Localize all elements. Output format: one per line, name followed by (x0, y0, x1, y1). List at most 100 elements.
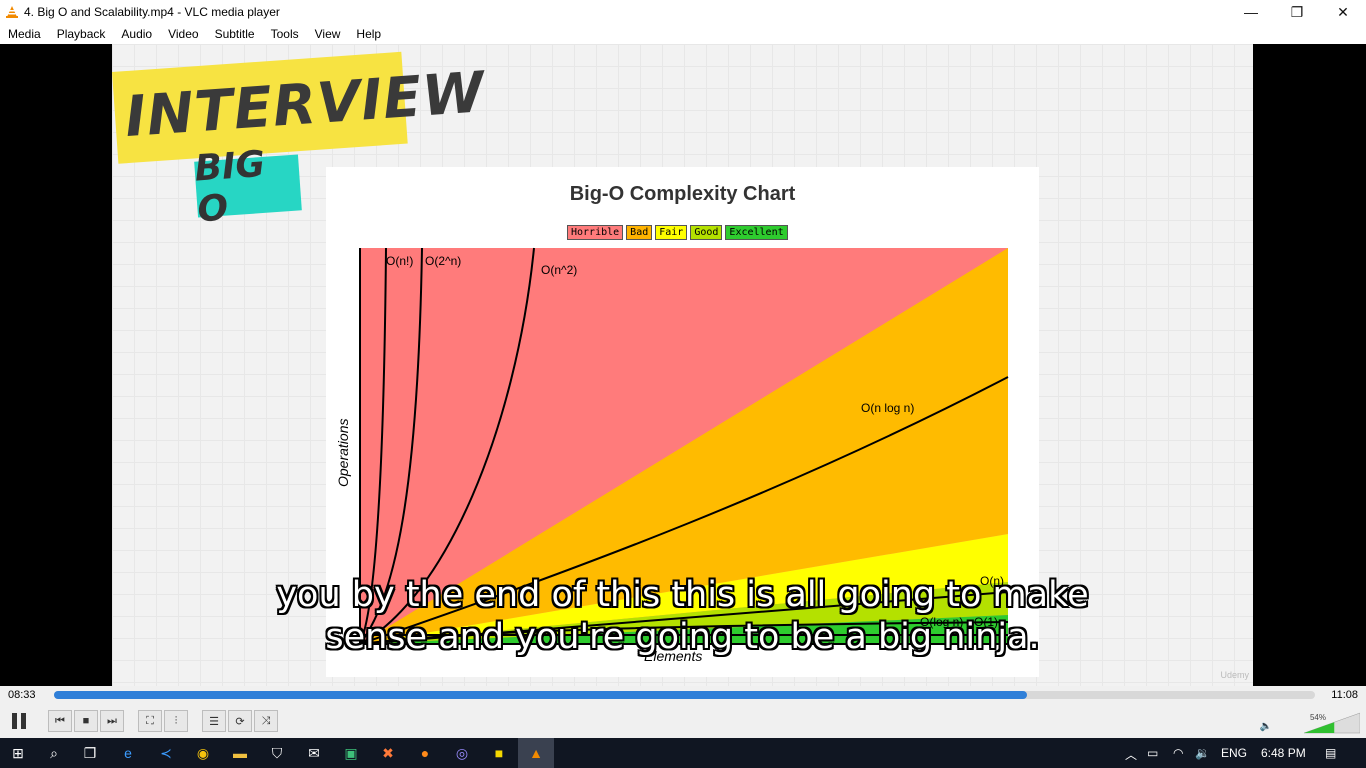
next-button[interactable]: ⏭ (100, 710, 124, 732)
legend-fair: Fair (655, 225, 688, 240)
menu-view[interactable]: View (314, 27, 341, 41)
label-n-squared: O(n^2) (541, 263, 577, 277)
subtitle-line-2: sense and you're going to be a big ninja… (325, 617, 1040, 657)
maximize-button[interactable]: ❐ (1290, 3, 1304, 20)
region-fair (360, 534, 1008, 644)
language-indicator[interactable]: ENG (1221, 746, 1248, 760)
xampp-icon[interactable]: ✖ (382, 744, 394, 761)
volume-slider[interactable] (1304, 712, 1360, 734)
legend-excellent: Excellent (725, 225, 788, 240)
curve-2-pow-n (359, 247, 423, 645)
close-button[interactable]: ✕ (1337, 3, 1349, 20)
previous-icon: ⏮ (55, 714, 65, 727)
curve-n-factorial (359, 247, 387, 645)
notifications-icon[interactable]: ▤ (1325, 746, 1337, 760)
equalizer-icon: ⫶ (174, 714, 178, 727)
curve-n-log-n (359, 376, 1009, 645)
task-view-icon[interactable]: ❐ (83, 744, 97, 761)
minimize-button[interactable]: — (1244, 4, 1258, 20)
label-log-n: O(log n) (920, 615, 963, 629)
label-n-log-n: O(n log n) (861, 401, 914, 415)
menu-media[interactable]: Media (8, 27, 41, 41)
tor-browser-icon[interactable]: ◎ (455, 744, 469, 761)
subtitles: you by the end of this this is all going… (112, 574, 1253, 658)
show-hidden-icons[interactable]: ︿ (1125, 748, 1138, 762)
wifi-icon[interactable]: ◠ (1173, 746, 1184, 760)
y-axis-label: Operations (335, 419, 351, 487)
region-good (360, 582, 1008, 644)
playlist-button[interactable]: ☰ (202, 710, 226, 732)
loop-icon: ⟳ (235, 715, 245, 728)
label-n: O(n) (980, 574, 1004, 588)
vlc-icon (6, 6, 18, 18)
seek-row: 08:33 11:08 (0, 686, 1366, 706)
video-frame: INTERVIEW BIG O O(n!) O( (112, 44, 1253, 686)
pause-button[interactable] (5, 708, 33, 734)
battery-icon[interactable]: ▭ (1147, 746, 1159, 760)
vlc-taskbar-icon[interactable]: ▲ (529, 745, 543, 761)
next-icon: ⏭ (107, 714, 117, 727)
region-bad (360, 248, 1008, 644)
stop-icon: ■ (82, 715, 90, 727)
fullscreen-button[interactable]: ⛶ (138, 710, 162, 732)
previous-button[interactable]: ⏮ (48, 710, 72, 732)
chart-title: Big-O Complexity Chart (569, 183, 796, 205)
volume-tray-icon[interactable]: 🔉 (1195, 746, 1210, 760)
legend-horrible: Horrible (567, 225, 624, 240)
legend-bad: Bad (626, 225, 653, 240)
complexity-chart: O(n!) O(2^n) O(n^2) O(n log n) O(n) O(lo… (335, 247, 1009, 664)
curve-log-n (359, 621, 1009, 645)
chrome-icon[interactable]: ◉ (196, 744, 210, 761)
search-icon[interactable]: ⌕ (50, 744, 58, 761)
udemy-watermark: Udemy (1220, 670, 1249, 680)
title-bar: 4. Big O and Scalability.mp4 - VLC media… (0, 0, 1366, 24)
shuffle-icon: ⤨ (261, 714, 271, 727)
clock[interactable]: 6:48 PM (1261, 746, 1306, 760)
control-bar: ⏮ ■ ⏭ ⛶ ⫶ ☰ ⟳ ⤨ 🔈 54% (0, 706, 1366, 738)
menu-audio[interactable]: Audio (121, 27, 153, 41)
seek-bar[interactable] (54, 691, 1315, 699)
menu-tools[interactable]: Tools (270, 27, 299, 41)
playlist-icon: ☰ (209, 715, 219, 728)
x-axis-label: Elements (644, 648, 702, 664)
store-icon[interactable]: ⛉ (271, 744, 283, 761)
region-excellent (360, 615, 1008, 644)
menu-help[interactable]: Help (356, 27, 382, 41)
banner-text: INTERVIEW (122, 59, 488, 150)
subtitle-line-1: you by the end of this this is all going… (276, 575, 1089, 615)
video-area[interactable]: INTERVIEW BIG O O(n!) O( (0, 44, 1366, 686)
total-time: 11:08 (1331, 689, 1358, 701)
loop-button[interactable]: ⟳ (228, 710, 252, 732)
vscode-icon[interactable]: ≺ (160, 744, 172, 761)
pause-icon (12, 713, 26, 729)
fullscreen-icon: ⛶ (146, 714, 154, 727)
chart-slide: O(n!) O(2^n) O(n^2) O(n log n) O(n) O(lo… (326, 167, 1039, 677)
taskbar: ⊞ ⌕ ❐ e ≺ ◉ ▬ ⛉ ✉ ▣ ✖ ● ◎ ■ ▲ ︿ ▭ ◠ 🔉 EN… (0, 738, 1366, 768)
edge-icon[interactable]: e (124, 745, 132, 761)
stop-button[interactable]: ■ (74, 710, 98, 732)
label-constant: O(1) (974, 615, 998, 629)
legend-good: Good (690, 225, 723, 240)
extended-settings-button[interactable]: ⫶ (164, 710, 188, 732)
label-2-pow-n: O(2^n) (425, 254, 461, 268)
curve-n-squared (359, 247, 535, 645)
badge-text: BIG O (193, 143, 267, 231)
random-button[interactable]: ⤨ (254, 710, 278, 732)
windows-start-icon[interactable]: ⊞ (12, 744, 24, 761)
terminal-icon[interactable]: ▣ (344, 744, 358, 761)
big-o-badge: BIG O (193, 144, 302, 231)
menu-bar: Media Playback Audio Video Subtitle Tool… (0, 24, 1366, 44)
seek-progress (54, 691, 1028, 699)
chart-legend: Horrible Bad Fair Good Excellent (567, 225, 788, 240)
firefox-icon[interactable]: ● (420, 745, 430, 761)
mail-icon[interactable]: ✉ (308, 744, 320, 761)
speaker-icon[interactable]: 🔈 (1259, 721, 1272, 732)
file-explorer-icon[interactable]: ▬ (233, 745, 247, 761)
volume-label: 54% (1309, 713, 1326, 722)
label-n-factorial: O(n!) (386, 254, 413, 268)
menu-subtitle[interactable]: Subtitle (214, 27, 255, 41)
menu-playback[interactable]: Playback (56, 27, 106, 41)
menu-video[interactable]: Video (168, 27, 199, 41)
window-title: 4. Big O and Scalability.mp4 - VLC media… (24, 5, 280, 19)
sticky-notes-icon[interactable]: ■ (494, 745, 504, 761)
